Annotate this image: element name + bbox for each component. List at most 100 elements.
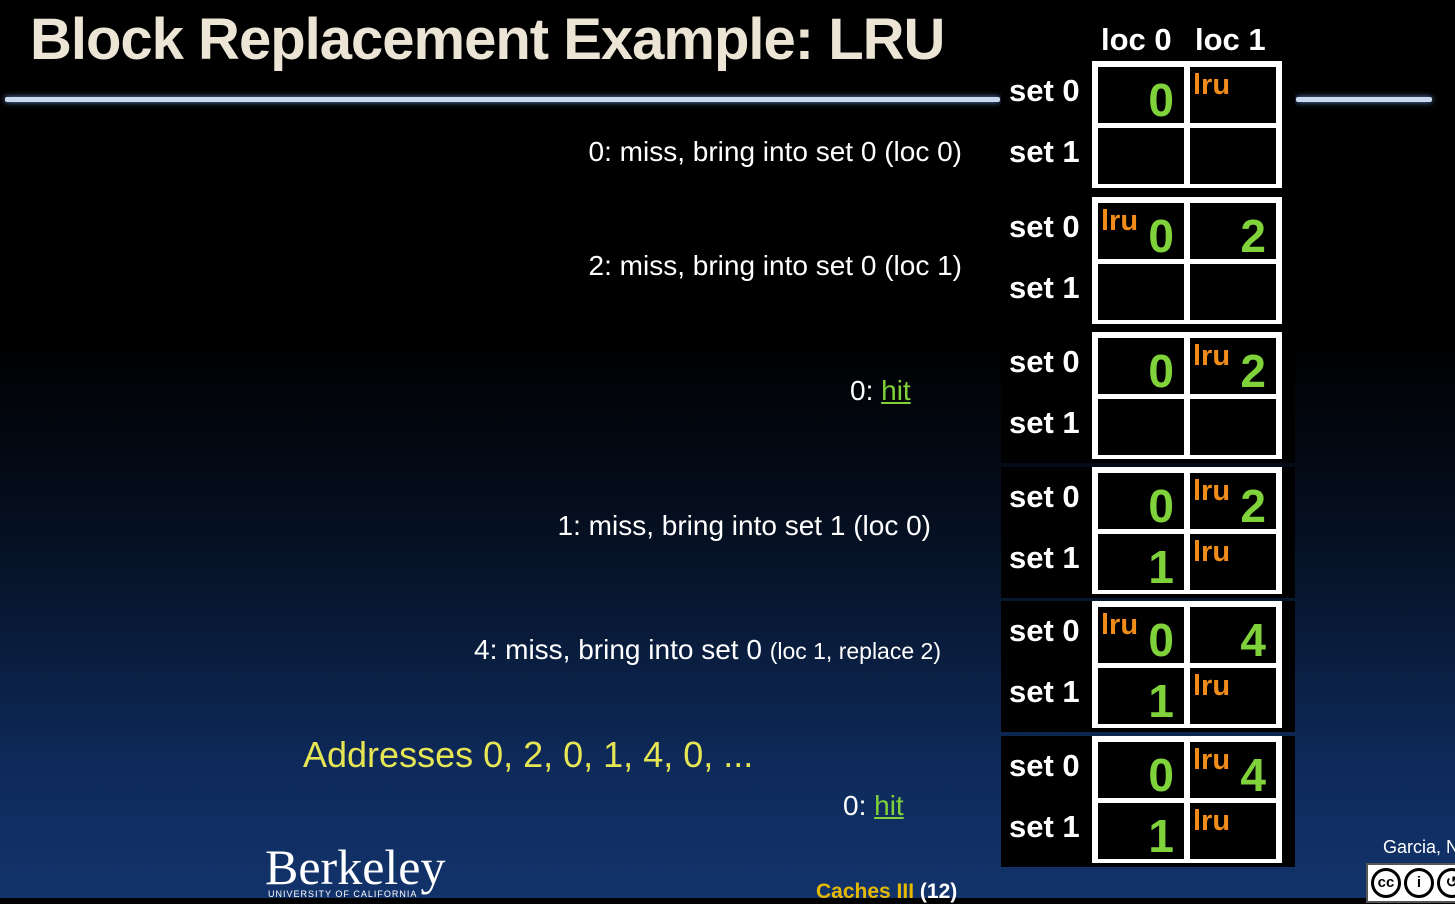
set-label-set0: set 0 — [1009, 613, 1080, 648]
block-number: 1 — [1148, 675, 1174, 727]
lru-marker: lru — [1193, 744, 1231, 776]
block-number: 0 — [1148, 345, 1174, 397]
block-number: 0 — [1148, 614, 1174, 666]
step-5-note: (loc 1, replace 2) — [769, 638, 941, 664]
cc-icon: cc — [1371, 868, 1401, 898]
cache-cell-s0l0: lru 0 — [1098, 203, 1184, 259]
cache-cell-s0l1: lru 2 — [1190, 338, 1276, 394]
lru-marker: lru — [1193, 69, 1231, 101]
set-label-set1: set 1 — [1009, 809, 1080, 844]
lru-marker: lru — [1193, 805, 1231, 837]
cache-cell-s1l1: lru — [1190, 668, 1276, 724]
column-header-loc1: loc 1 — [1195, 22, 1266, 57]
cache-cell-s1l1 — [1190, 128, 1276, 184]
step-2-text: 2: miss, bring into set 0 (loc 1) — [589, 250, 962, 282]
cache-cell-s0l0: lru 0 — [1098, 607, 1184, 663]
step-6-hit: hit — [874, 790, 904, 821]
lecture-footer: Caches III (12) — [816, 880, 957, 904]
step-3-hit: hit — [881, 375, 911, 406]
block-number: 0 — [1148, 480, 1174, 532]
block-number: 1 — [1148, 541, 1174, 593]
cache-cell-s0l1: 4 — [1190, 607, 1276, 663]
block-number: 4 — [1240, 749, 1266, 801]
author-name: Garcia, N — [1383, 837, 1455, 857]
cache-state-3: set 0 set 1 0 lru 2 — [1001, 332, 1295, 463]
lecture-title: Caches III — [816, 880, 915, 903]
cache-cell-s1l1: lru — [1190, 803, 1276, 859]
address-sequence: Addresses 0, 2, 0, 1, 4, 0, ... — [303, 734, 754, 775]
set-label-set0: set 0 — [1009, 344, 1080, 379]
cache-cell-s0l1: lru — [1190, 67, 1276, 123]
cache-state-1: set 0 set 1 0 lru — [1001, 61, 1295, 192]
block-number: 4 — [1240, 614, 1266, 666]
cache-cell-s1l0 — [1098, 399, 1184, 455]
lru-marker: lru — [1193, 475, 1231, 507]
cache-cell-s0l1: 2 — [1190, 203, 1276, 259]
step-6-label: 0: — [843, 790, 875, 821]
berkeley-logo: Berkeley — [265, 839, 446, 895]
cache-grid: 0 lru 2 1 lru — [1092, 467, 1282, 594]
step-4-label: 1: miss, bring into set 1 (loc 0) — [557, 510, 931, 541]
cache-cell-s0l0: 0 — [1098, 67, 1184, 123]
block-number: 2 — [1240, 210, 1266, 262]
cache-cell-s1l1 — [1190, 264, 1276, 320]
lru-marker: lru — [1193, 536, 1231, 568]
set-label-set0: set 0 — [1009, 748, 1080, 783]
lru-marker: lru — [1193, 340, 1231, 372]
step-1-text: 0: miss, bring into set 0 (loc 0) — [589, 136, 962, 168]
lru-marker: lru — [1101, 609, 1139, 641]
step-3-text: 0: hit — [850, 375, 911, 407]
set-label-set1: set 1 — [1009, 270, 1080, 305]
cache-cell-s0l1: lru 4 — [1190, 742, 1276, 798]
set-label-set1: set 1 — [1009, 540, 1080, 575]
cache-state-4: set 0 set 1 0 lru 2 1 lru — [1001, 467, 1295, 598]
column-header-loc0: loc 0 — [1101, 22, 1172, 57]
cache-cell-s1l0: 1 — [1098, 534, 1184, 590]
cache-grid: 0 lru 2 — [1092, 332, 1282, 459]
step-3-label: 0: — [850, 375, 882, 406]
cache-cell-s1l0 — [1098, 264, 1184, 320]
step-2-label: 2: miss, bring into set 0 (loc 1) — [588, 250, 962, 281]
cache-grid: 0 lru 4 1 lru — [1092, 736, 1282, 863]
block-number: 0 — [1148, 74, 1174, 126]
title-rule-right — [1296, 97, 1432, 102]
title-rule-left — [5, 97, 1000, 102]
cache-cell-s1l0: 1 — [1098, 668, 1184, 724]
set-label-set1: set 1 — [1009, 405, 1080, 440]
set-label-set0: set 0 — [1009, 209, 1080, 244]
cache-cell-s0l0: 0 — [1098, 473, 1184, 529]
cache-cell-s0l1: lru 2 — [1190, 473, 1276, 529]
set-label-set0: set 0 — [1009, 73, 1080, 108]
cache-cell-s0l0: 0 — [1098, 338, 1184, 394]
step-1-label: 0: miss, bring into set 0 (loc 0) — [588, 136, 962, 167]
cache-cell-s1l0 — [1098, 128, 1184, 184]
cache-state-6: set 0 set 1 0 lru 4 1 lru — [1001, 736, 1295, 867]
block-number: 0 — [1148, 749, 1174, 801]
block-number: 0 — [1148, 210, 1174, 262]
cache-cell-s1l1 — [1190, 399, 1276, 455]
block-number: 2 — [1240, 345, 1266, 397]
step-5-label: 4: miss, bring into set 0 — [474, 634, 770, 665]
set-label-set0: set 0 — [1009, 479, 1080, 514]
cache-grid: 0 lru — [1092, 61, 1282, 188]
berkeley-logo-subtitle: UNIVERSITY OF CALIFORNIA — [268, 889, 418, 899]
cache-state-2: set 0 set 1 lru 0 2 — [1001, 197, 1295, 328]
step-6-text: 0: hit — [843, 790, 904, 822]
cache-state-5: set 0 set 1 lru 0 4 1 lru — [1001, 601, 1295, 732]
page-title: Block Replacement Example: LRU — [30, 7, 945, 72]
cache-grid: lru 0 2 — [1092, 197, 1282, 324]
cache-grid: lru 0 4 1 lru — [1092, 601, 1282, 728]
block-number: 1 — [1148, 810, 1174, 862]
cache-cell-s1l1: lru — [1190, 534, 1276, 590]
sa-icon: ↺ — [1437, 868, 1455, 898]
lru-marker: lru — [1101, 205, 1139, 237]
block-number: 2 — [1240, 480, 1266, 532]
step-5-text: 4: miss, bring into set 0 (loc 1, replac… — [474, 634, 941, 666]
page-number: (12) — [919, 880, 958, 903]
license-badge: cc i ↺ — [1366, 863, 1455, 903]
set-label-set1: set 1 — [1009, 674, 1080, 709]
lru-marker: lru — [1193, 670, 1231, 702]
cache-cell-s0l0: 0 — [1098, 742, 1184, 798]
by-icon: i — [1404, 868, 1434, 898]
cache-cell-s1l0: 1 — [1098, 803, 1184, 859]
